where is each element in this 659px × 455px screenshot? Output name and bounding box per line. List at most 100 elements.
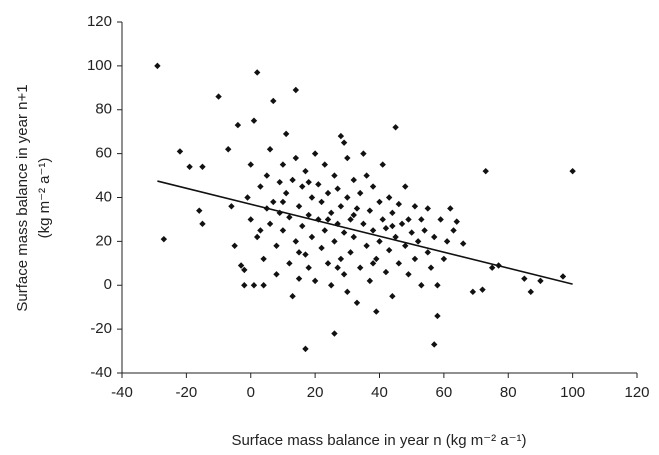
point — [402, 183, 409, 190]
point — [318, 198, 325, 206]
point — [244, 194, 251, 201]
point — [292, 238, 300, 245]
point — [434, 312, 441, 320]
point — [395, 200, 403, 208]
y-tick-label: -20 — [90, 320, 112, 337]
point — [356, 189, 364, 197]
point — [273, 271, 280, 278]
point — [266, 220, 274, 228]
point — [379, 216, 386, 223]
point — [299, 183, 306, 190]
point — [559, 273, 567, 280]
point — [337, 255, 345, 263]
point — [299, 222, 306, 230]
point — [479, 286, 486, 293]
point — [328, 209, 335, 217]
point — [324, 189, 332, 197]
point — [250, 117, 258, 124]
point — [350, 233, 357, 241]
trend-line — [157, 180, 573, 285]
point — [199, 220, 206, 228]
y-tick-label: 40 — [95, 188, 112, 205]
point — [382, 268, 390, 276]
point — [482, 167, 489, 175]
point — [331, 330, 338, 337]
point — [305, 264, 312, 271]
point — [270, 97, 277, 105]
point — [234, 121, 242, 129]
point — [431, 233, 438, 241]
point — [440, 255, 448, 263]
point — [369, 183, 377, 190]
y-tick-label: 80 — [95, 101, 112, 118]
point — [231, 242, 238, 249]
point — [324, 216, 332, 223]
point — [160, 235, 168, 243]
point — [402, 242, 409, 249]
point — [369, 227, 377, 234]
point — [305, 178, 312, 186]
point — [215, 93, 222, 100]
point — [424, 249, 431, 256]
point — [282, 130, 290, 138]
point — [353, 299, 361, 306]
point — [286, 260, 293, 267]
point — [305, 211, 312, 219]
point — [253, 233, 261, 241]
point — [225, 146, 232, 153]
point — [392, 124, 399, 131]
point — [376, 198, 383, 206]
point — [385, 194, 393, 201]
x-tick-label: 120 — [624, 384, 649, 401]
point — [353, 205, 361, 212]
point — [389, 209, 396, 217]
point — [418, 282, 425, 289]
point — [324, 260, 332, 267]
point — [347, 249, 354, 256]
point — [286, 214, 293, 221]
point — [424, 205, 431, 212]
point — [344, 288, 351, 296]
point — [228, 203, 235, 210]
point — [434, 282, 441, 289]
point — [247, 216, 254, 223]
point — [334, 264, 341, 271]
point — [302, 251, 309, 258]
point — [405, 271, 412, 278]
point — [350, 176, 357, 184]
point — [154, 62, 161, 70]
point — [453, 218, 460, 225]
point — [366, 277, 374, 285]
y-tick-label: 100 — [87, 57, 112, 74]
point — [363, 172, 370, 179]
point — [186, 163, 193, 170]
point — [414, 238, 422, 245]
point — [295, 249, 303, 256]
point — [340, 271, 348, 278]
point — [408, 229, 415, 236]
point — [331, 172, 338, 179]
point — [273, 242, 280, 249]
point — [389, 222, 396, 230]
point — [488, 264, 496, 271]
point — [337, 132, 345, 140]
point — [247, 161, 254, 168]
point — [392, 233, 399, 241]
point — [344, 194, 351, 201]
point — [260, 255, 267, 263]
point — [260, 282, 267, 289]
point — [241, 282, 248, 289]
point — [289, 176, 296, 184]
y-tick-label: 20 — [95, 232, 112, 249]
point — [382, 225, 390, 232]
point — [537, 277, 544, 285]
x-tick-label: -40 — [111, 384, 133, 401]
point — [427, 264, 435, 271]
point — [266, 146, 274, 153]
point — [376, 238, 383, 245]
point — [395, 260, 403, 267]
point — [366, 207, 374, 214]
point — [411, 203, 419, 210]
x-tick-label: 40 — [371, 384, 388, 401]
